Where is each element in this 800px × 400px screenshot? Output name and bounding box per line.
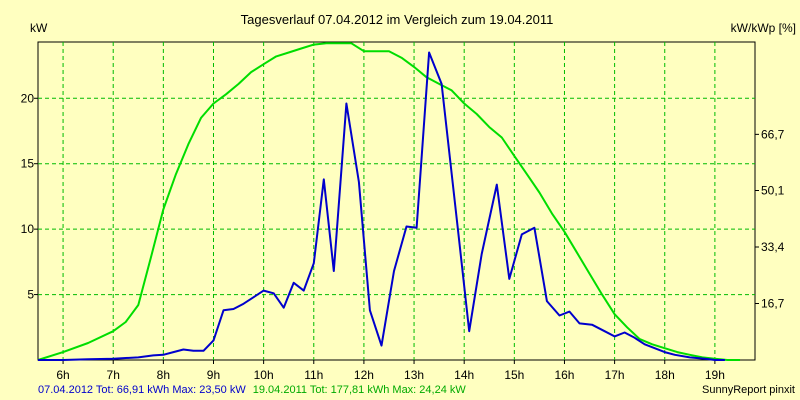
credit-text: SunnyReport pinxit [702,384,795,396]
x-tick-label: 6h [56,368,69,382]
legend-series-2012: 07.04.2012 Tot: 66,91 kWh Max: 23,50 kW [38,384,246,396]
y-right-tick-label: 50,1 [761,184,785,198]
y-axis-left: 5 10 15 20 [21,91,38,302]
x-tick-label: 12h [354,368,374,382]
y-left-tick-label: 10 [21,222,35,236]
y-right-tick-label: 16,7 [761,297,785,311]
x-tick-label: 14h [454,368,474,382]
x-tick-label: 19h [705,368,725,382]
footer-summary: 07.04.2012 Tot: 66,91 kWh Max: 23,50 kW … [38,384,466,396]
x-tick-label: 10h [254,368,274,382]
y-axis-right-label: kW/kWp [%] [731,21,796,35]
y-axis-right: 16,7 33,4 50,1 66,7 [755,127,785,311]
x-tick-label: 9h [207,368,220,382]
x-tick-label: 7h [107,368,120,382]
x-tick-label: 8h [157,368,170,382]
x-tick-label: 16h [554,368,574,382]
x-tick-label: 17h [605,368,625,382]
x-tick-label: 18h [655,368,675,382]
plot-area [37,41,756,361]
x-axis: 6h 7h 8h 9h 10h 11h 12h 13h 14h 15h 16h 17h 18h 19h [56,360,725,382]
series-line-19-04-2011 [37,42,740,361]
y-right-tick-label: 66,7 [761,127,785,141]
y-axis-left-label: kW [30,21,48,35]
y-left-tick-label: 15 [21,157,35,171]
x-tick-label: 15h [504,368,524,382]
y-left-tick-label: 20 [21,91,35,105]
legend-series-2011: 19.04.2011 Tot: 177,81 kWh Max: 24,24 kW [253,384,467,396]
grid [38,42,755,360]
chart-title: Tagesverlauf 07.04.2012 im Vergleich zum… [241,12,554,27]
x-tick-label: 11h [304,368,323,382]
y-left-tick-label: 5 [27,288,34,302]
x-tick-label: 13h [404,368,424,382]
y-right-tick-label: 33,4 [761,240,785,254]
series-group [37,42,740,361]
series-line-07-04-2012 [38,51,725,361]
